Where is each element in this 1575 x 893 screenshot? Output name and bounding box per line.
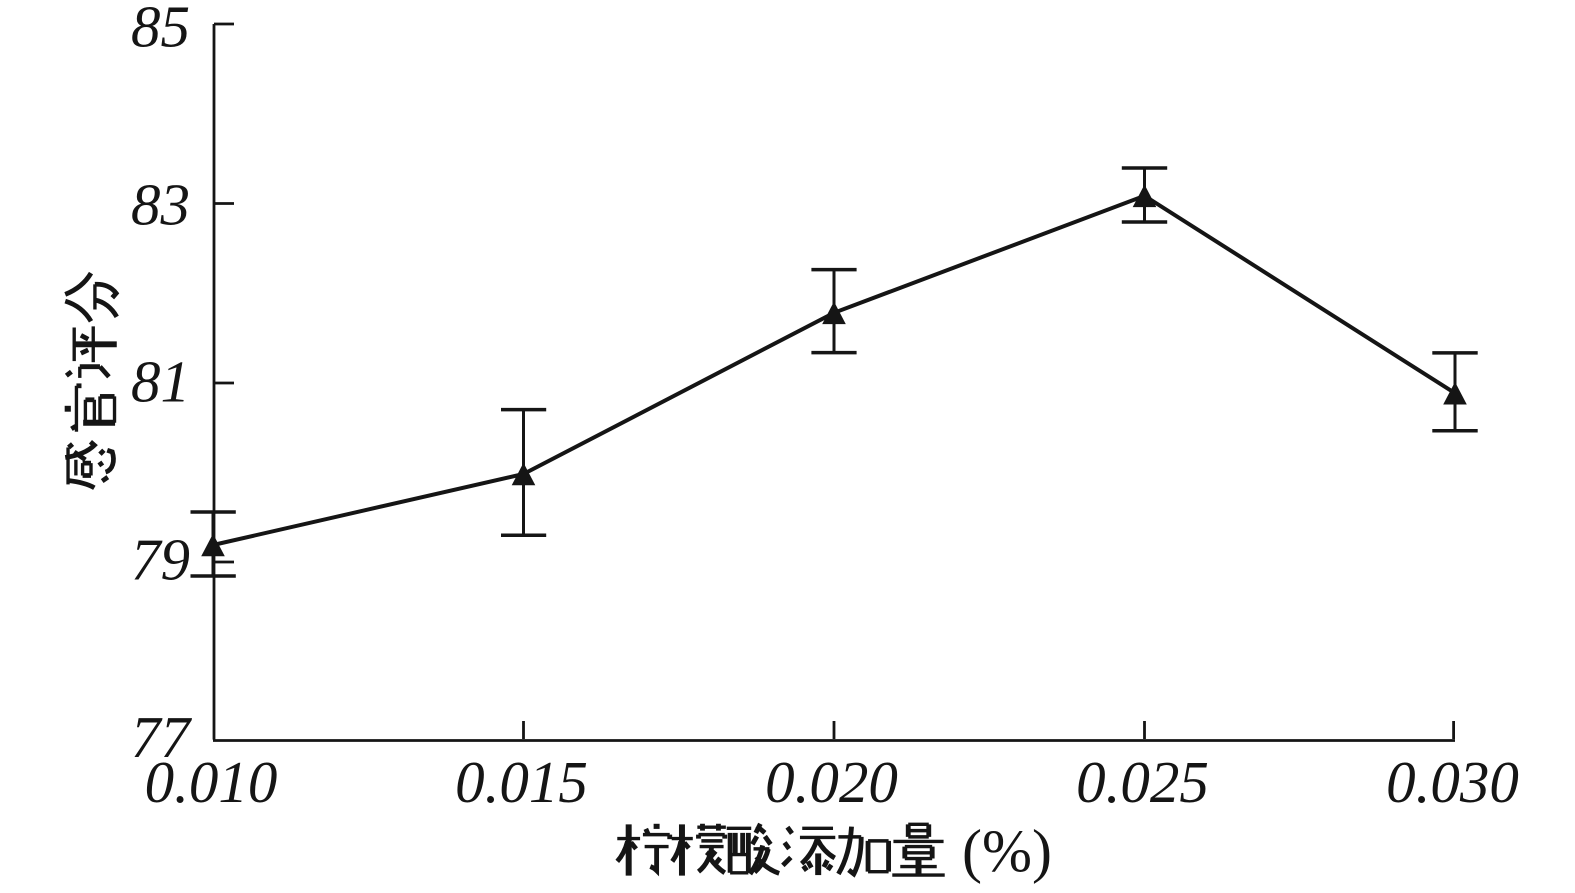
svg-text:(%): (%) [962, 818, 1052, 884]
svg-text:79: 79 [131, 527, 190, 593]
svg-text:0.015: 0.015 [455, 749, 588, 815]
svg-text:0.025: 0.025 [1076, 749, 1209, 815]
svg-text:83: 83 [131, 172, 190, 238]
svg-text:81: 81 [131, 349, 190, 415]
svg-text:0.030: 0.030 [1386, 749, 1519, 815]
svg-text:85: 85 [131, 0, 190, 60]
svg-text:77: 77 [131, 704, 193, 770]
svg-text:0.010: 0.010 [145, 749, 278, 815]
svg-text:0.020: 0.020 [765, 749, 898, 815]
